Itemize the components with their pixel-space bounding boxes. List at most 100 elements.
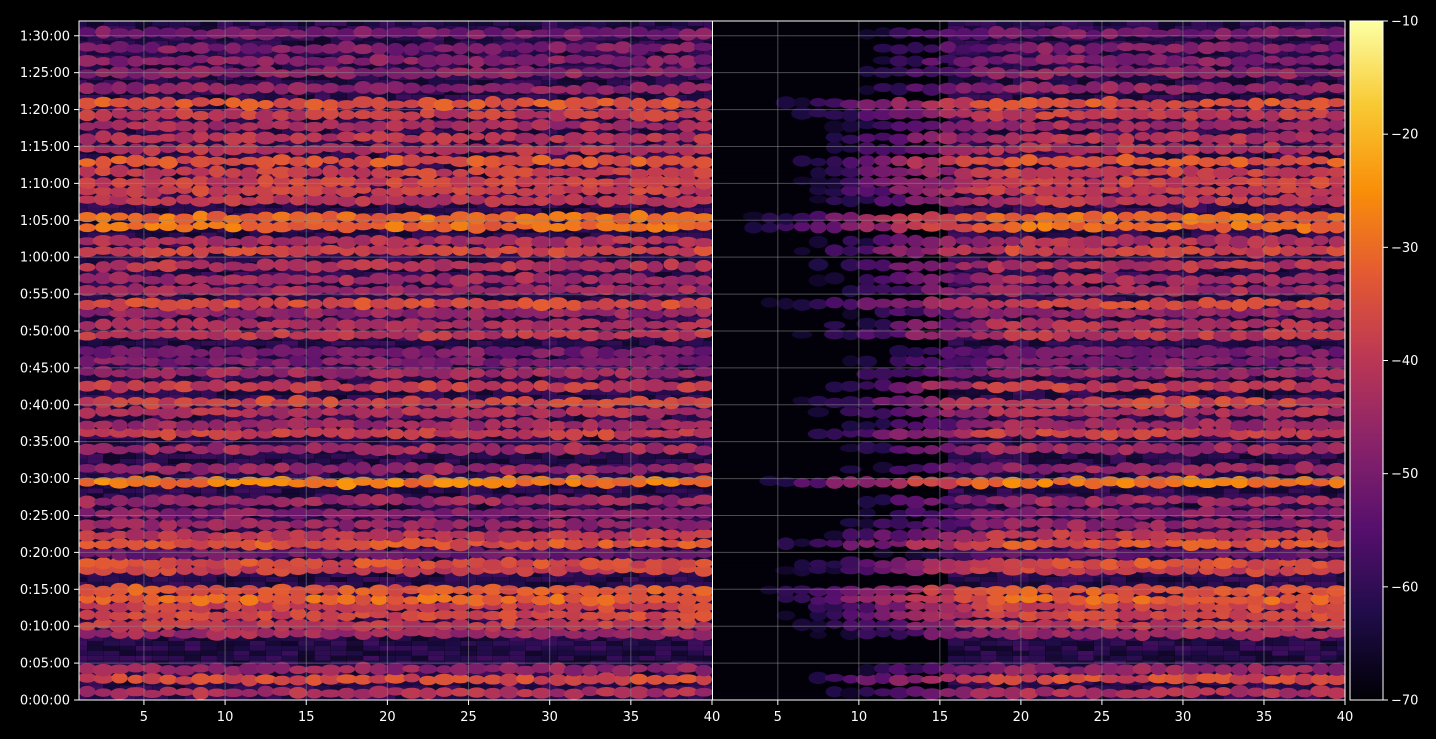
heatmap-cell bbox=[704, 153, 712, 159]
heatmap-cell bbox=[411, 449, 428, 454]
heatmap-cell bbox=[330, 281, 347, 287]
heatmap-cell bbox=[330, 296, 347, 302]
heatmap-cell bbox=[314, 655, 331, 661]
heatmap-cell bbox=[395, 488, 412, 494]
heatmap-cell bbox=[574, 89, 591, 95]
heatmap-cell bbox=[249, 493, 266, 499]
heatmap-cell bbox=[671, 104, 688, 110]
heatmap-cell bbox=[574, 488, 591, 494]
heatmap-cell bbox=[525, 404, 542, 410]
heatmap-cell bbox=[476, 645, 493, 651]
heatmap-cell bbox=[152, 119, 169, 125]
heatmap-cell bbox=[282, 557, 298, 563]
heatmap-cell bbox=[119, 404, 136, 410]
heatmap-cell bbox=[428, 527, 445, 533]
heatmap-cell bbox=[152, 207, 169, 213]
heatmap-cell bbox=[249, 94, 266, 100]
heatmap-cell bbox=[493, 89, 509, 95]
heatmap-cell bbox=[525, 527, 542, 533]
heatmap-cell bbox=[200, 119, 217, 125]
heatmap-cell bbox=[671, 119, 688, 125]
heatmap-cell bbox=[493, 227, 509, 233]
heatmap-cell bbox=[200, 193, 217, 199]
heatmap-cell bbox=[476, 636, 493, 641]
heatmap-cell bbox=[200, 207, 217, 213]
heatmap-cell bbox=[639, 281, 656, 287]
heatmap-cell bbox=[314, 153, 331, 159]
heatmap-cell bbox=[233, 685, 250, 691]
heatmap-cell bbox=[330, 183, 347, 189]
heatmap-cell bbox=[444, 326, 461, 331]
heatmap-cell bbox=[639, 650, 656, 656]
heatmap-cell bbox=[525, 572, 542, 577]
heatmap-cell bbox=[200, 306, 217, 312]
heatmap-cell bbox=[411, 380, 428, 386]
heatmap-cell bbox=[265, 557, 282, 563]
heatmap-cell bbox=[671, 232, 688, 238]
heatmap-cell bbox=[590, 473, 607, 479]
heatmap-cell bbox=[152, 640, 169, 646]
heatmap-cell bbox=[590, 458, 607, 464]
heatmap-cell bbox=[655, 316, 672, 322]
heatmap-cell bbox=[249, 340, 266, 346]
heatmap-cell bbox=[671, 576, 688, 582]
heatmap-cell bbox=[233, 153, 250, 159]
heatmap-cell bbox=[590, 503, 607, 509]
heatmap-cell bbox=[346, 650, 363, 656]
heatmap-cell bbox=[265, 355, 282, 361]
heatmap-cell bbox=[233, 670, 250, 676]
spectrogram-panel-left bbox=[79, 21, 712, 701]
heatmap-cell bbox=[639, 645, 656, 651]
heatmap-cell bbox=[314, 645, 331, 651]
heatmap-cell bbox=[574, 281, 591, 287]
heatmap-cell bbox=[87, 517, 104, 523]
heatmap-cell bbox=[103, 576, 120, 582]
heatmap-cell bbox=[590, 271, 607, 277]
heatmap-cell bbox=[395, 390, 412, 395]
heatmap-cell bbox=[282, 153, 298, 159]
heatmap-cell bbox=[265, 695, 282, 700]
heatmap-cell bbox=[493, 636, 509, 641]
heatmap-cell bbox=[282, 483, 298, 489]
heatmap-cell bbox=[282, 626, 298, 632]
heatmap-cell bbox=[574, 458, 591, 464]
heatmap-cell bbox=[509, 493, 526, 499]
heatmap-cell bbox=[574, 572, 591, 577]
heatmap-cell bbox=[687, 129, 704, 135]
heatmap-cell bbox=[687, 326, 704, 331]
heatmap-cell bbox=[152, 591, 169, 597]
heatmap-cell bbox=[103, 685, 120, 691]
heatmap-cell bbox=[87, 488, 104, 494]
heatmap-cell bbox=[249, 203, 266, 208]
heatmap-cell bbox=[687, 281, 704, 287]
heatmap-cell bbox=[346, 316, 363, 322]
heatmap-cell bbox=[671, 390, 688, 395]
heatmap-cell bbox=[363, 193, 380, 199]
heatmap-cell bbox=[265, 645, 282, 651]
heatmap-cell bbox=[509, 424, 526, 430]
heatmap-cell bbox=[330, 89, 347, 95]
heatmap-cell bbox=[282, 183, 298, 189]
heatmap-cell bbox=[184, 458, 201, 464]
heatmap-cell bbox=[687, 380, 704, 386]
heatmap-cell bbox=[476, 207, 493, 213]
heatmap-cell bbox=[493, 193, 509, 199]
heatmap-cell bbox=[606, 306, 623, 312]
heatmap-cell bbox=[184, 340, 201, 346]
heatmap-cell bbox=[363, 463, 380, 469]
heatmap-cell bbox=[168, 581, 185, 587]
heatmap-cell bbox=[509, 645, 526, 651]
heatmap-cell bbox=[395, 375, 412, 381]
heatmap-cell bbox=[119, 119, 136, 125]
heatmap-cell bbox=[265, 340, 282, 346]
heatmap-cell bbox=[476, 537, 493, 543]
heatmap-cell bbox=[509, 94, 526, 100]
heatmap-cell bbox=[655, 645, 672, 651]
heatmap-cell bbox=[509, 163, 526, 169]
heatmap-cell bbox=[282, 434, 298, 440]
heatmap-cell bbox=[509, 488, 526, 494]
heatmap-cell bbox=[152, 453, 169, 459]
heatmap-cell bbox=[168, 488, 185, 494]
heatmap-cell bbox=[346, 680, 363, 686]
heatmap-cell bbox=[590, 193, 607, 199]
